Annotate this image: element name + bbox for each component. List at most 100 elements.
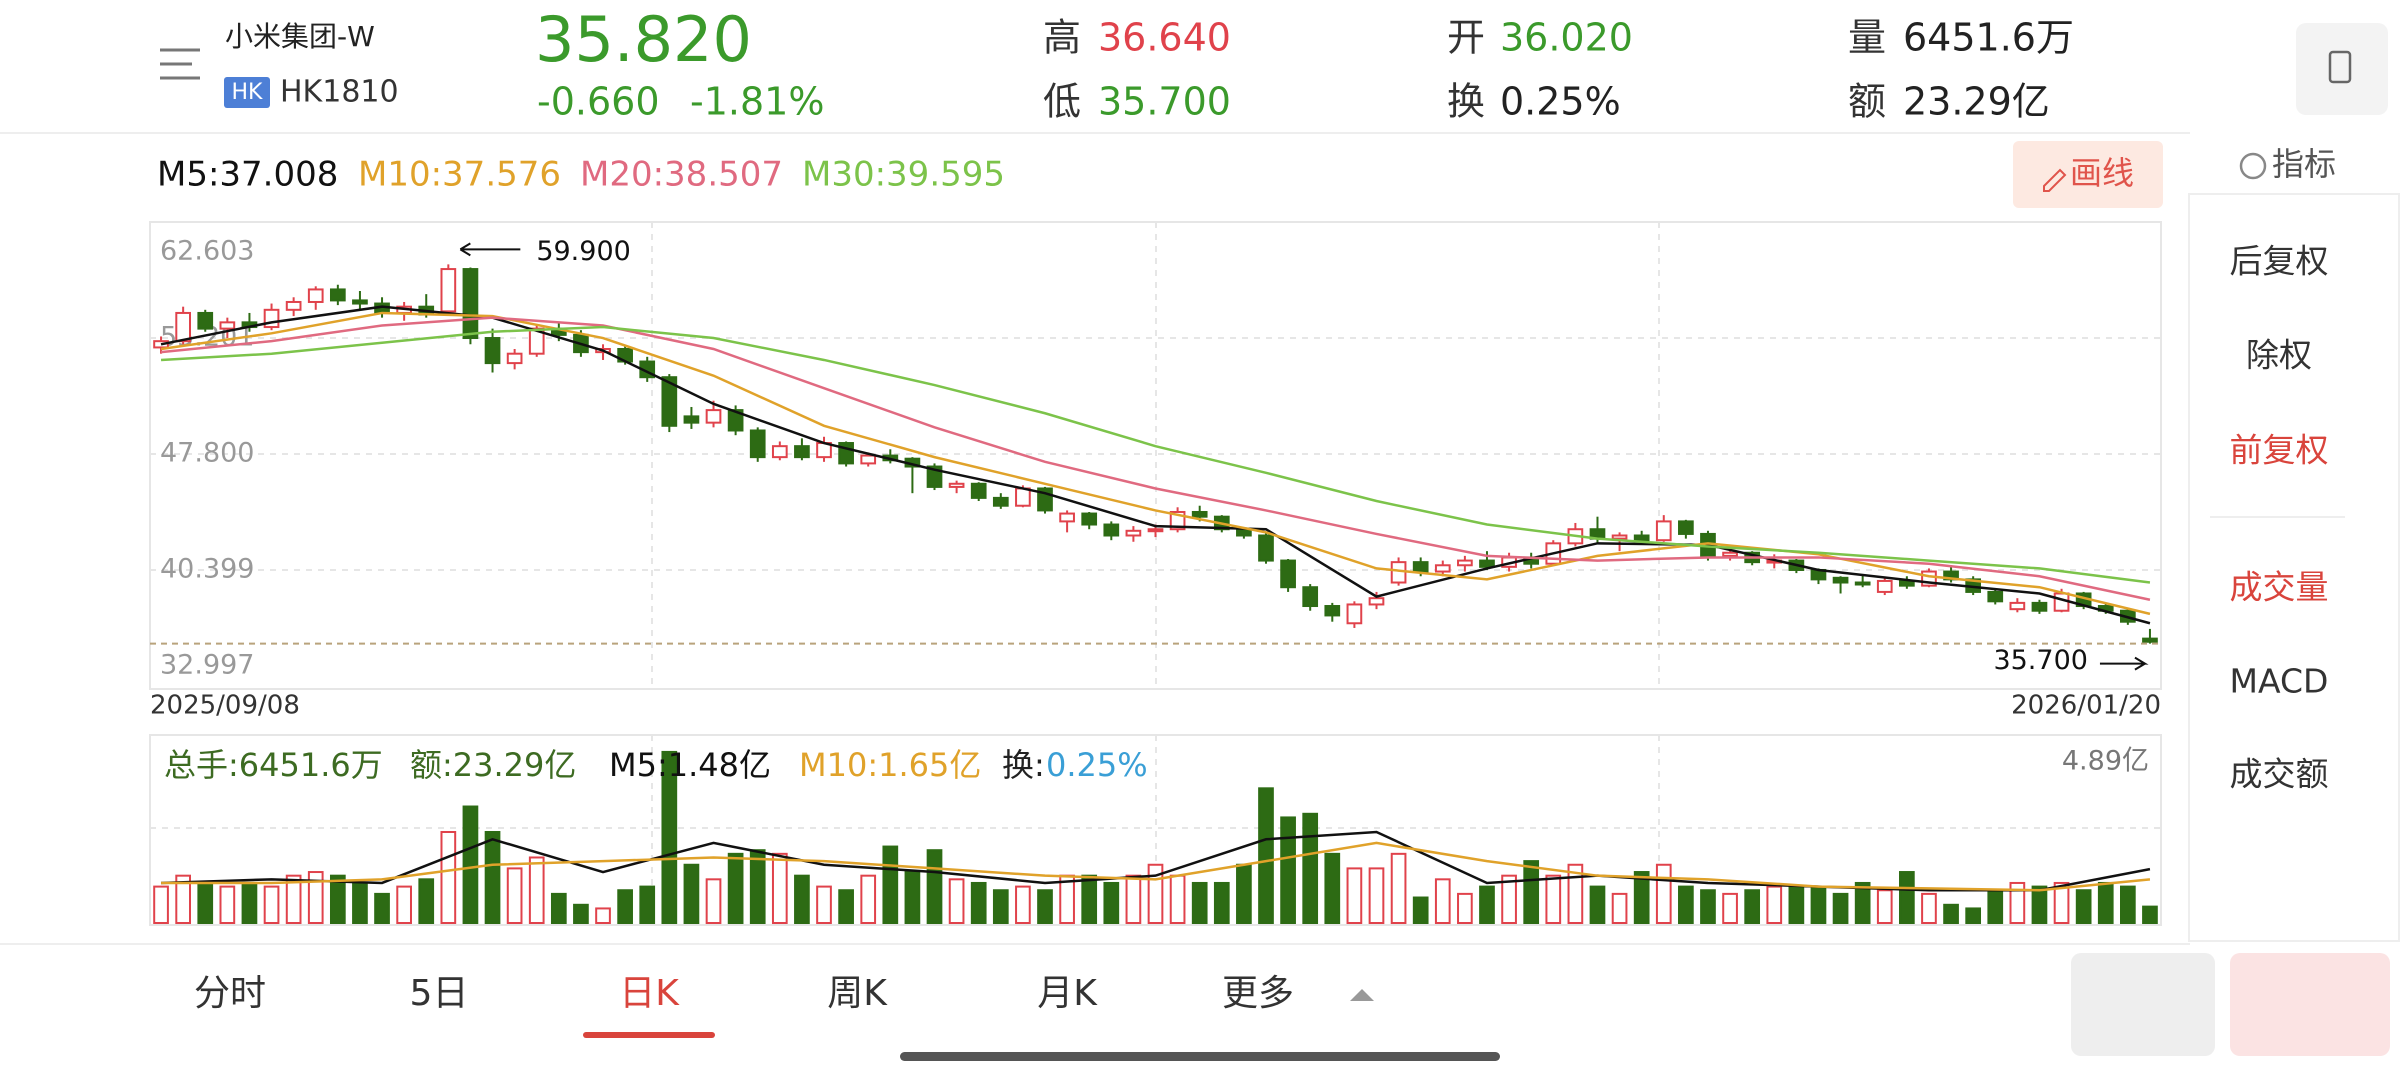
candle-body [197,311,214,330]
sidebar-item[interactable]: 前复权 [2230,431,2329,470]
volume-bar [661,750,678,924]
annotation-label: 59.900 [536,236,630,267]
volume-bar [1457,892,1473,924]
volume-bar [1832,892,1849,924]
candle-body [1015,487,1031,507]
candle-body [1059,512,1075,523]
volume-bar [1169,874,1186,925]
volume-tick-label: 4.89亿 [2062,746,2149,777]
volume-bar [948,878,965,925]
volume-bar [1103,881,1120,925]
volume-bar [1280,816,1296,924]
layout-button[interactable] [2071,953,2215,1056]
candle-body [860,454,877,465]
volume-bar [970,881,987,925]
volume-bar [175,874,191,925]
volume-bar [374,892,390,924]
volume-bar [550,892,567,924]
menu-icon[interactable] [160,48,200,80]
candle-body [705,409,722,424]
tab[interactable]: 周K [827,973,888,1014]
candle-body [1125,529,1142,537]
candle-body [749,429,766,459]
candle-body [727,409,744,432]
candle-body [1434,564,1451,573]
candle-body [440,268,457,313]
volume-bar [396,885,412,924]
market-badge-text: HK [232,80,264,105]
sidebar-item[interactable]: 后复权 [2230,242,2329,281]
volume-bar [573,903,589,924]
ma-line [160,316,2151,601]
candle-body [1346,603,1363,625]
more-arrow[interactable] [1350,989,1374,1001]
tab[interactable]: 日K [619,973,680,1014]
pencil-icon [2043,168,2067,192]
volume-bar [506,867,523,924]
volume-bar [1545,874,1562,925]
annotation-label: 35.700 [1993,645,2087,676]
device-button[interactable] [2296,23,2388,115]
volume-bar [263,885,280,924]
volume-bar [1368,867,1385,924]
candle-body [2142,637,2158,643]
tab[interactable]: 更多 [1222,973,1294,1014]
volume-legend: 总手:6451.6万 [164,746,383,784]
volume-bar [1037,889,1053,924]
candle-body [2009,601,2026,611]
candle-body [1876,579,1893,593]
sidebar-item[interactable]: MACD [2230,662,2329,701]
stock-code: HK1810 [280,75,399,110]
ma-legend: M10:37.576 [358,155,561,195]
volume-bar [2031,885,2048,924]
stat-value: 0.25% [1500,80,1621,124]
volume-bar [705,878,722,925]
sidebar-item[interactable]: 除权 [2246,336,2312,375]
trade-button[interactable] [2230,953,2390,1056]
price-change: -0.660 [537,80,660,124]
tab[interactable]: 月K [1037,973,1098,1014]
candle-body [219,321,236,330]
candle-body [506,352,523,365]
volume-bar [418,878,435,925]
volume-bar [484,830,501,924]
volume-bar [882,845,899,925]
tab-underline [583,1032,715,1038]
volume-bar [2009,881,2026,925]
candle-body [352,299,368,305]
volume-bar [1191,881,1208,925]
tab[interactable]: 分时 [194,973,266,1014]
stat-label: 低 [1043,80,1081,124]
candle-body [1479,559,1495,568]
candle-body [1457,559,1473,567]
candle-body [1987,590,2004,603]
stat-label: 高 [1043,16,1081,60]
volume-bar [285,874,302,925]
price-change-pct: -1.81% [690,80,824,124]
volume-bar [1876,889,1893,924]
candle-body [1258,534,1274,562]
volume-bar [219,885,236,924]
tab[interactable]: 5日 [410,973,469,1014]
candle-body [285,300,302,311]
draw-button[interactable] [2013,141,2163,208]
candle-body [1412,561,1429,573]
volume-bar [241,881,258,925]
volume-bar [1589,885,1606,924]
volume-bar [1766,885,1783,924]
draw-button-text: 画线 [2070,154,2134,192]
sidebar-item[interactable]: 成交额 [2230,755,2329,794]
y-tick-label: 62.603 [160,236,254,267]
volume-bar [1655,863,1672,924]
volume-bar [1479,885,1495,924]
candle-body [683,415,700,424]
volume-bar [1943,903,1959,924]
volume-bar [1788,885,1805,924]
volume-bar [683,863,700,924]
sidebar-item[interactable]: 成交量 [2230,568,2329,607]
indicator-button[interactable]: 指标 [2272,145,2336,183]
candle-body [1633,534,1650,542]
volume-bar [1810,885,1827,924]
volume-bar [794,874,810,925]
candle-body [1324,605,1341,617]
